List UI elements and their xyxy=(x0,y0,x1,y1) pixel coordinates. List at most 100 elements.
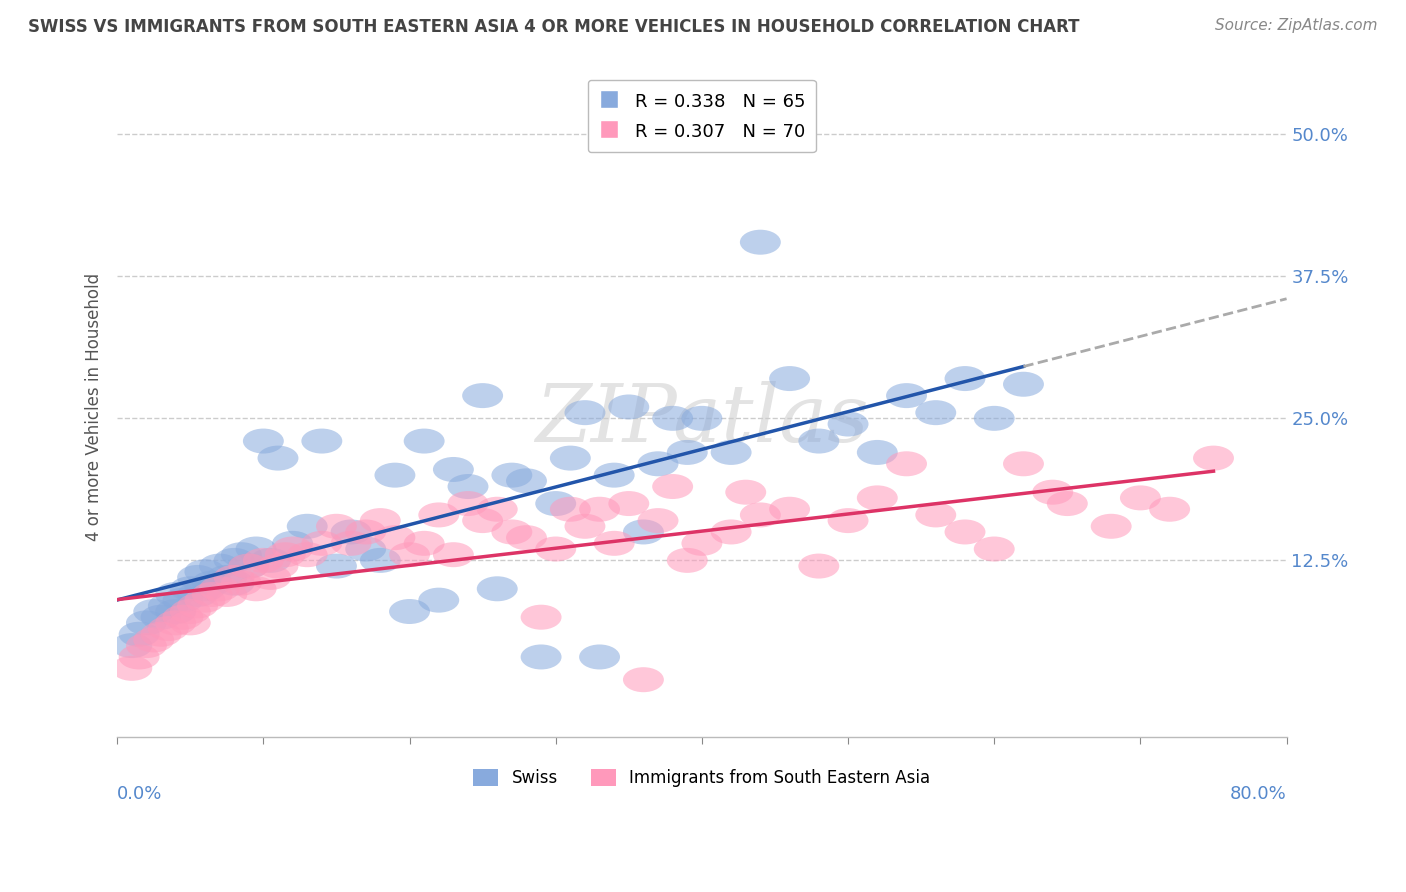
Ellipse shape xyxy=(593,531,634,556)
Ellipse shape xyxy=(828,508,869,533)
Ellipse shape xyxy=(111,656,152,681)
Text: ZIPatlas: ZIPatlas xyxy=(536,382,869,458)
Ellipse shape xyxy=(214,565,254,590)
Ellipse shape xyxy=(360,508,401,533)
Text: Source: ZipAtlas.com: Source: ZipAtlas.com xyxy=(1215,18,1378,33)
Ellipse shape xyxy=(134,627,174,652)
Ellipse shape xyxy=(682,406,723,431)
Ellipse shape xyxy=(191,582,232,607)
Ellipse shape xyxy=(725,480,766,505)
Text: 0.0%: 0.0% xyxy=(117,785,163,803)
Ellipse shape xyxy=(520,605,561,630)
Ellipse shape xyxy=(214,548,254,573)
Ellipse shape xyxy=(1121,485,1161,510)
Ellipse shape xyxy=(945,366,986,391)
Ellipse shape xyxy=(915,401,956,425)
Ellipse shape xyxy=(155,582,195,607)
Ellipse shape xyxy=(134,599,174,624)
Ellipse shape xyxy=(118,622,159,647)
Ellipse shape xyxy=(536,491,576,516)
Ellipse shape xyxy=(200,554,240,579)
Ellipse shape xyxy=(682,531,723,556)
Ellipse shape xyxy=(828,411,869,436)
Ellipse shape xyxy=(477,497,517,522)
Ellipse shape xyxy=(886,383,927,409)
Ellipse shape xyxy=(360,548,401,573)
Ellipse shape xyxy=(886,451,927,476)
Ellipse shape xyxy=(330,531,371,556)
Ellipse shape xyxy=(316,514,357,539)
Ellipse shape xyxy=(637,451,679,476)
Ellipse shape xyxy=(243,428,284,453)
Ellipse shape xyxy=(623,519,664,544)
Ellipse shape xyxy=(170,599,211,624)
Ellipse shape xyxy=(148,616,188,641)
Ellipse shape xyxy=(974,536,1015,562)
Ellipse shape xyxy=(163,605,204,630)
Ellipse shape xyxy=(536,536,576,562)
Ellipse shape xyxy=(652,474,693,499)
Ellipse shape xyxy=(301,428,342,453)
Ellipse shape xyxy=(740,502,780,527)
Ellipse shape xyxy=(506,468,547,493)
Ellipse shape xyxy=(419,588,460,613)
Ellipse shape xyxy=(856,440,898,465)
Ellipse shape xyxy=(374,525,415,550)
Ellipse shape xyxy=(550,497,591,522)
Ellipse shape xyxy=(184,588,225,613)
Ellipse shape xyxy=(118,644,159,670)
Ellipse shape xyxy=(141,605,181,630)
Ellipse shape xyxy=(111,633,152,658)
Ellipse shape xyxy=(945,519,986,544)
Ellipse shape xyxy=(330,519,371,544)
Y-axis label: 4 or more Vehicles in Household: 4 or more Vehicles in Household xyxy=(86,273,103,541)
Ellipse shape xyxy=(191,571,232,596)
Ellipse shape xyxy=(264,542,305,567)
Ellipse shape xyxy=(799,554,839,579)
Ellipse shape xyxy=(141,622,181,647)
Ellipse shape xyxy=(155,599,195,624)
Ellipse shape xyxy=(221,542,262,567)
Ellipse shape xyxy=(374,463,415,488)
Ellipse shape xyxy=(127,633,167,658)
Ellipse shape xyxy=(477,576,517,601)
Ellipse shape xyxy=(273,531,314,556)
Ellipse shape xyxy=(666,548,707,573)
Ellipse shape xyxy=(1047,491,1088,516)
Ellipse shape xyxy=(170,610,211,635)
Ellipse shape xyxy=(346,536,387,562)
Text: 80.0%: 80.0% xyxy=(1230,785,1286,803)
Ellipse shape xyxy=(609,394,650,419)
Ellipse shape xyxy=(200,576,240,601)
Ellipse shape xyxy=(1002,451,1043,476)
Ellipse shape xyxy=(155,610,195,635)
Ellipse shape xyxy=(170,576,211,601)
Ellipse shape xyxy=(463,383,503,409)
Ellipse shape xyxy=(236,536,277,562)
Ellipse shape xyxy=(769,497,810,522)
Ellipse shape xyxy=(447,491,488,516)
Ellipse shape xyxy=(710,440,752,465)
Ellipse shape xyxy=(1091,514,1132,539)
Text: SWISS VS IMMIGRANTS FROM SOUTH EASTERN ASIA 4 OR MORE VEHICLES IN HOUSEHOLD CORR: SWISS VS IMMIGRANTS FROM SOUTH EASTERN A… xyxy=(28,18,1080,36)
Ellipse shape xyxy=(433,457,474,482)
Ellipse shape xyxy=(637,508,679,533)
Ellipse shape xyxy=(404,428,444,453)
Ellipse shape xyxy=(221,571,262,596)
Ellipse shape xyxy=(491,463,533,488)
Ellipse shape xyxy=(404,531,444,556)
Ellipse shape xyxy=(287,542,328,567)
Ellipse shape xyxy=(769,366,810,391)
Ellipse shape xyxy=(389,542,430,567)
Ellipse shape xyxy=(623,667,664,692)
Ellipse shape xyxy=(740,230,780,255)
Ellipse shape xyxy=(177,593,218,618)
Ellipse shape xyxy=(652,406,693,431)
Ellipse shape xyxy=(184,576,225,601)
Ellipse shape xyxy=(127,610,167,635)
Ellipse shape xyxy=(346,519,387,544)
Ellipse shape xyxy=(799,428,839,453)
Ellipse shape xyxy=(520,644,561,670)
Ellipse shape xyxy=(236,576,277,601)
Ellipse shape xyxy=(243,548,284,573)
